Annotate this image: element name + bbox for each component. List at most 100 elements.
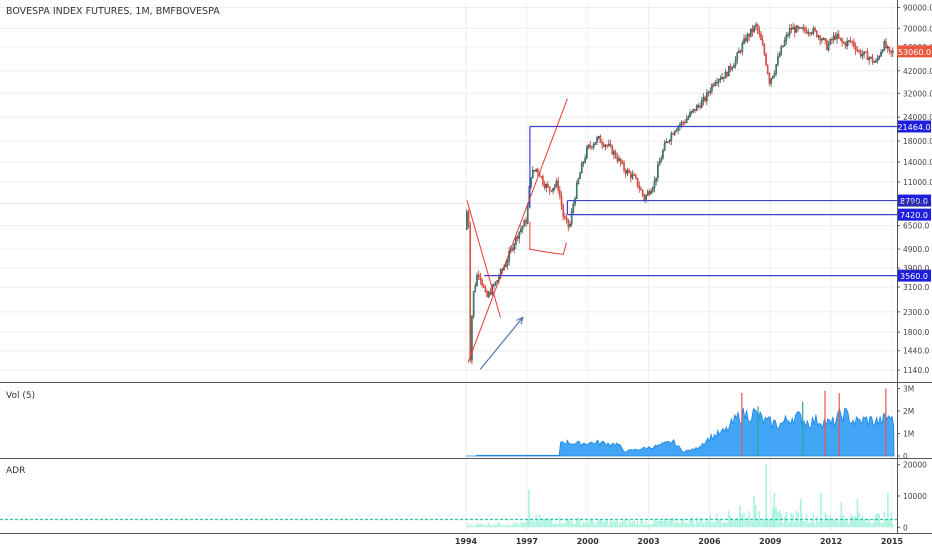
candle-body [743, 39, 744, 44]
candle-body [615, 152, 616, 158]
candle-body [622, 163, 623, 164]
candle-body [872, 57, 873, 62]
candle-body [853, 42, 854, 46]
candle-body [860, 51, 861, 56]
drawings [467, 99, 897, 370]
candle-body [481, 280, 482, 285]
candle-body [723, 77, 724, 78]
candle-body [821, 39, 822, 40]
candle-body [848, 41, 849, 42]
level-label: 3560.0 [900, 272, 928, 281]
candle-body [757, 25, 758, 30]
candle-body [632, 175, 633, 178]
candle-body [581, 164, 582, 173]
candle-body [862, 54, 863, 56]
candle-body [541, 176, 542, 177]
candle-body [534, 170, 535, 171]
candle-body [762, 40, 763, 45]
candle-body [612, 146, 613, 155]
candle-body [732, 68, 733, 70]
candle-body [879, 56, 880, 58]
candle-body [569, 224, 570, 226]
candle-body [759, 30, 760, 34]
candle-body [870, 57, 871, 58]
candle-body [725, 72, 726, 78]
candle-body [551, 191, 552, 192]
candle-body [574, 198, 575, 204]
candle-body [566, 218, 567, 220]
candle-body [659, 162, 660, 165]
candle-body [662, 150, 663, 158]
candle-body [838, 34, 839, 38]
candle-body [735, 59, 736, 65]
candle-body [721, 77, 722, 79]
price-tick-label: 8500.0 [903, 199, 929, 208]
candle-body [808, 33, 809, 34]
candle-body [700, 106, 701, 108]
candle-body [681, 122, 682, 125]
candle-body [669, 140, 670, 142]
x-tick-label: 1997 [516, 537, 538, 546]
candle-body [801, 27, 802, 28]
candle-body [480, 275, 481, 280]
candle-body [525, 220, 526, 223]
candle-body [554, 186, 555, 188]
candle-body [727, 72, 728, 76]
candle-body [816, 31, 817, 37]
candle-body [716, 82, 717, 83]
candle-body [875, 61, 876, 62]
candle-body [568, 219, 569, 226]
candle-body [730, 66, 731, 69]
price-tick-label: 14000.0 [903, 158, 932, 167]
volume-tick-label: 0 [903, 452, 908, 461]
volume-panel[interactable] [466, 389, 894, 457]
candle-body [738, 51, 739, 53]
candle-body [840, 38, 841, 39]
candle-body [595, 142, 596, 144]
candle-body [892, 51, 893, 52]
price-tick-label: 24000.0 [903, 113, 932, 122]
candle-body [552, 188, 553, 191]
candle-body [466, 212, 467, 230]
x-tick-label: 2006 [698, 537, 721, 546]
candle-body [777, 57, 778, 65]
candle-body [556, 181, 557, 186]
candle-body [880, 52, 881, 56]
candle-body [831, 39, 832, 40]
candle-body [601, 143, 602, 145]
candle-body [887, 47, 888, 48]
candle-body [737, 53, 738, 60]
candle-body [468, 212, 469, 226]
candle-body [750, 29, 751, 36]
wedge-bottom [529, 243, 567, 255]
candle-body [524, 220, 525, 226]
candle-body [877, 58, 878, 61]
candle-body [639, 186, 640, 189]
candle-body [825, 38, 826, 40]
candle-body [559, 190, 560, 196]
candle-body [583, 162, 584, 164]
candle-body [696, 106, 697, 111]
candle-body [476, 275, 477, 286]
candle-body [769, 74, 770, 84]
candle-body [475, 286, 476, 292]
candle-body [847, 41, 848, 46]
candle-body [845, 43, 846, 46]
candle-body [470, 226, 471, 360]
candle-body [764, 45, 765, 54]
candle-body [884, 41, 885, 50]
candle-body [843, 42, 844, 43]
candle-body [755, 25, 756, 27]
adr-panel[interactable] [0, 465, 897, 528]
candle-body [654, 181, 655, 188]
candle-body [490, 292, 491, 294]
candle-body [666, 142, 667, 143]
volume-tick-label: 3M [903, 385, 914, 394]
candle-body [672, 134, 673, 135]
candle-body [625, 170, 626, 173]
candle-body [833, 36, 834, 40]
candle-body [814, 28, 815, 30]
candle-body [798, 26, 799, 28]
